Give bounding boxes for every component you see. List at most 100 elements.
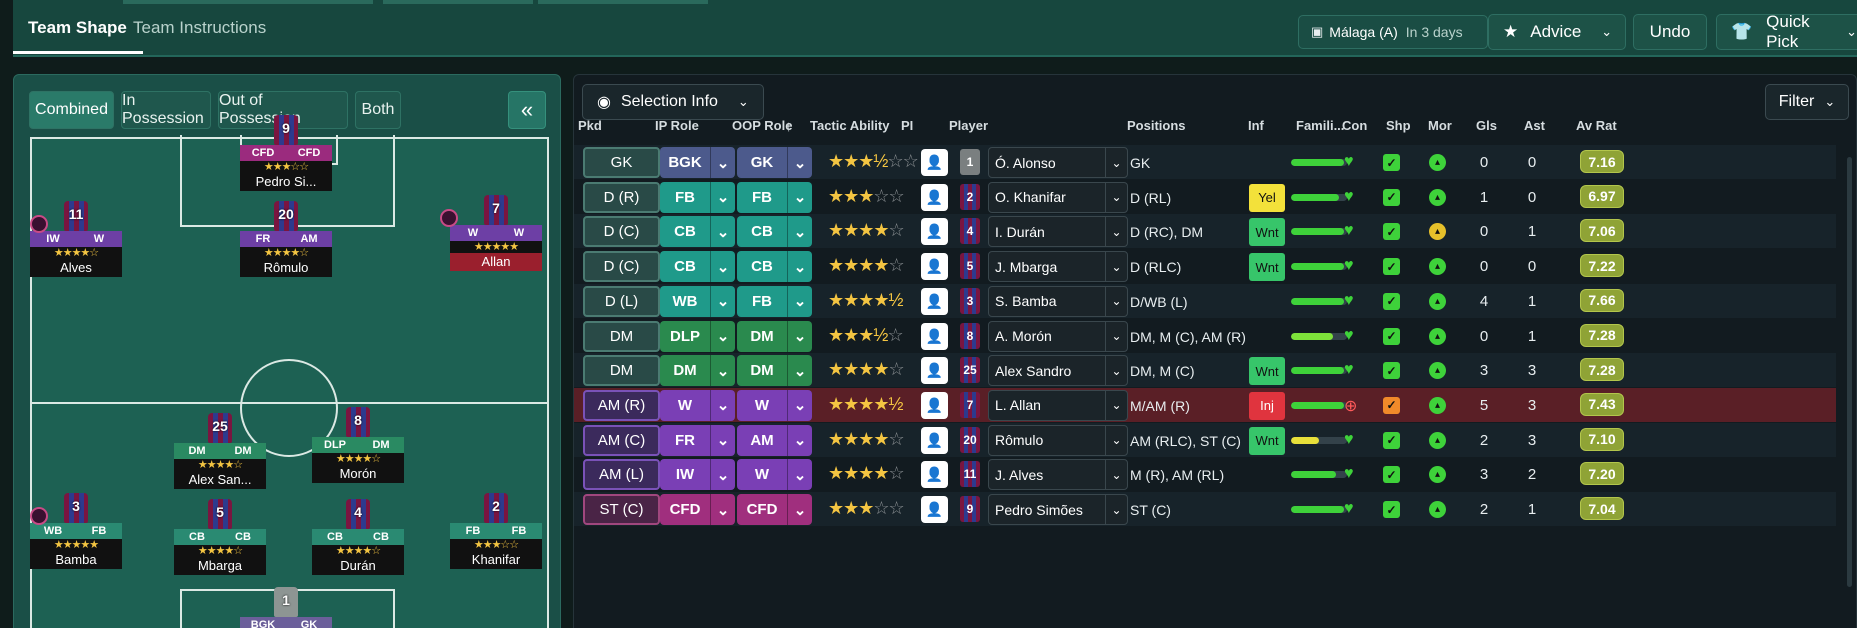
table-row[interactable]: AM (C) FR ⌄ AM ⌄ ★★★★☆ 👤 20 Rômulo ⌄ AM (RLC), ST …	[574, 422, 1836, 457]
column-header[interactable]: Famili...	[1296, 118, 1345, 133]
pitch-player-11[interactable]: 11 IW W ★★★★☆ Alves	[30, 201, 122, 277]
player-select[interactable]: L. Allan ⌄	[988, 389, 1128, 421]
picked-position[interactable]: D (R)	[583, 181, 660, 213]
oop-role-select[interactable]: FB ⌄	[737, 285, 812, 317]
ip-role-select[interactable]: CFD ⌄	[660, 494, 735, 525]
pitch-player-5[interactable]: 5 CB CB ★★★★☆ Mbarga	[174, 499, 266, 575]
filter-button[interactable]: Filter ⌄	[1765, 84, 1849, 120]
column-header[interactable]: Con	[1342, 118, 1368, 133]
player-select[interactable]: O. Khanifar ⌄	[988, 181, 1128, 213]
collapse-panel-button[interactable]: «	[508, 91, 546, 129]
oop-role-select[interactable]: W ⌄	[737, 459, 812, 491]
quick-pick-button[interactable]: 👕 Quick Pick ⌄	[1716, 12, 1857, 51]
tab-team-shape[interactable]: Team Shape	[28, 18, 127, 37]
player-instructions-button[interactable]: 👤	[921, 357, 948, 385]
player-select[interactable]: Alex Sandro ⌄	[988, 355, 1128, 387]
info-badge[interactable]: Wnt	[1249, 253, 1285, 282]
column-header[interactable]: Mor	[1428, 118, 1452, 133]
oop-role-select[interactable]: CFD ⌄	[737, 494, 812, 525]
player-select[interactable]: J. Mbarga ⌄	[988, 251, 1128, 283]
pitch-player-9[interactable]: 9 CFD CFD ★★★☆☆ Pedro Si...	[240, 115, 332, 191]
ip-role-select[interactable]: DM ⌄	[660, 355, 735, 387]
column-header[interactable]: Tactic Ability	[810, 118, 890, 133]
ip-role-select[interactable]: DLP ⌄	[660, 320, 735, 352]
player-select[interactable]: Rômulo ⌄	[988, 424, 1128, 456]
player-instructions-button[interactable]: 👤	[921, 461, 948, 489]
player-instructions-button[interactable]: 👤	[921, 149, 948, 176]
picked-position[interactable]: ST (C)	[583, 494, 660, 525]
info-badge[interactable]: Inj	[1249, 391, 1285, 420]
scrollbar[interactable]	[1847, 157, 1852, 587]
column-header[interactable]: PI	[901, 118, 914, 133]
player-instructions-button[interactable]: 👤	[921, 183, 948, 211]
player-select[interactable]: Pedro Simões ⌄	[988, 494, 1128, 525]
column-header[interactable]: Inf	[1248, 118, 1264, 133]
player-select[interactable]: S. Bamba ⌄	[988, 285, 1128, 317]
player-instructions-button[interactable]: 👤	[921, 391, 948, 419]
player-select[interactable]: J. Alves ⌄	[988, 459, 1128, 491]
table-row[interactable]: D (R) FB ⌄ FB ⌄ ★★★☆☆ 👤 2 O. Khanifar ⌄ D (RL) Yel ♥…	[574, 179, 1836, 214]
oop-role-select[interactable]: W ⌄	[737, 389, 812, 421]
table-row[interactable]: D (C) CB ⌄ CB ⌄ ★★★★☆ 👤 5 J. Mbarga ⌄ D (RLC) Wnt ♥ ✓…	[574, 249, 1836, 284]
column-header[interactable]: Player	[949, 118, 989, 133]
table-row[interactable]: D (L) WB ⌄ FB ⌄ ★★★★½ 👤 3 S. Bamba ⌄ D/WB (L) ♥ ✓ ▴ 4 1…	[574, 283, 1836, 318]
oop-role-select[interactable]: CB ⌄	[737, 216, 812, 248]
oop-role-select[interactable]: AM ⌄	[737, 424, 812, 456]
column-header[interactable]: Pkd	[578, 118, 602, 133]
table-row[interactable]: DM DM ⌄ DM ⌄ ★★★★☆ 👤 25 Alex Sandro ⌄ DM, M (C) Wnt…	[574, 353, 1836, 388]
info-badge[interactable]: Wnt	[1249, 357, 1285, 386]
ip-role-select[interactable]: BGK ⌄	[660, 147, 735, 178]
view-combined[interactable]: Combined	[29, 91, 114, 129]
player-instructions-button[interactable]: 👤	[921, 322, 948, 350]
info-badge[interactable]: Wnt	[1249, 218, 1285, 247]
sort-arrow-icon[interactable]: ↑	[785, 118, 793, 135]
player-instructions-button[interactable]: 👤	[921, 496, 948, 523]
next-fixture[interactable]: ▣ Málaga (A) In 3 days	[1298, 15, 1488, 49]
column-header[interactable]: Shp	[1386, 118, 1411, 133]
oop-role-select[interactable]: CB ⌄	[737, 251, 812, 283]
view-both[interactable]: Both	[355, 91, 401, 129]
ip-role-select[interactable]: IW ⌄	[660, 459, 735, 491]
column-header[interactable]: Gls	[1476, 118, 1497, 133]
player-select[interactable]: I. Durán ⌄	[988, 216, 1128, 248]
selection-info-dropdown[interactable]: ◉ Selection Info ⌄	[582, 84, 764, 120]
advice-button[interactable]: ★ Advice ⌄	[1488, 14, 1626, 50]
pitch-player-8[interactable]: 8 DLP DM ★★★★☆ Morón	[312, 407, 404, 483]
picked-position[interactable]: AM (R)	[583, 389, 660, 421]
column-header[interactable]: Av Rat	[1576, 118, 1617, 133]
ip-role-select[interactable]: FR ⌄	[660, 424, 735, 456]
player-instructions-button[interactable]: 👤	[921, 218, 948, 246]
pitch-player-1[interactable]: 1 BGK GK	[240, 587, 332, 628]
table-row[interactable]: AM (R) W ⌄ W ⌄ ★★★★½ 👤 7 L. Allan ⌄ M/AM (R) Inj ⊕ ✓ ▴…	[574, 387, 1836, 422]
picked-position[interactable]: D (C)	[583, 216, 660, 248]
oop-role-select[interactable]: DM ⌄	[737, 320, 812, 352]
pitch-player-4[interactable]: 4 CB CB ★★★★☆ Durán	[312, 499, 404, 575]
ip-role-select[interactable]: CB ⌄	[660, 251, 735, 283]
picked-position[interactable]: DM	[583, 355, 660, 387]
oop-role-select[interactable]: DM ⌄	[737, 355, 812, 387]
player-instructions-button[interactable]: 👤	[921, 287, 948, 315]
table-row[interactable]: GK BGK ⌄ GK ⌄ ★★★½☆☆ 👤 1 Ó. Alonso ⌄ GK ♥ ✓ ▴ 0 0 7.16	[574, 145, 1836, 179]
tab-team-instructions[interactable]: Team Instructions	[133, 18, 267, 37]
info-badge[interactable]: Yel	[1249, 183, 1285, 212]
info-badge[interactable]: Wnt	[1249, 426, 1285, 455]
picked-position[interactable]: GK	[583, 147, 660, 178]
picked-position[interactable]: AM (L)	[583, 459, 660, 491]
view-in-possession[interactable]: In Possession	[121, 91, 211, 129]
picked-position[interactable]: D (L)	[583, 285, 660, 317]
table-row[interactable]: ST (C) CFD ⌄ CFD ⌄ ★★★☆☆ 👤 9 Pedro Simões ⌄ ST (C)…	[574, 492, 1836, 526]
picked-position[interactable]: DM	[583, 320, 660, 352]
oop-role-select[interactable]: FB ⌄	[737, 181, 812, 213]
table-row[interactable]: D (C) CB ⌄ CB ⌄ ★★★★☆ 👤 4 I. Durán ⌄ D (RC), DM Wnt…	[574, 214, 1836, 249]
picked-position[interactable]: D (C)	[583, 251, 660, 283]
pitch-player-2[interactable]: 2 FB FB ★★★☆☆ Khanifar	[450, 493, 542, 569]
player-instructions-button[interactable]: 👤	[921, 253, 948, 281]
table-row[interactable]: DM DLP ⌄ DM ⌄ ★★★½☆ 👤 8 A. Morón ⌄ DM, M (C), AM (…	[574, 318, 1836, 353]
ip-role-select[interactable]: W ⌄	[660, 389, 735, 421]
pitch-player-20[interactable]: 20 FR AM ★★★★☆ Rômulo	[240, 201, 332, 277]
picked-position[interactable]: AM (C)	[583, 424, 660, 456]
pitch-player-25[interactable]: 25 DM DM ★★★★☆ Alex San...	[174, 413, 266, 489]
undo-button[interactable]: Undo	[1633, 14, 1707, 50]
pitch-player-3[interactable]: 3 WB FB ★★★★★ Bamba	[30, 493, 122, 569]
